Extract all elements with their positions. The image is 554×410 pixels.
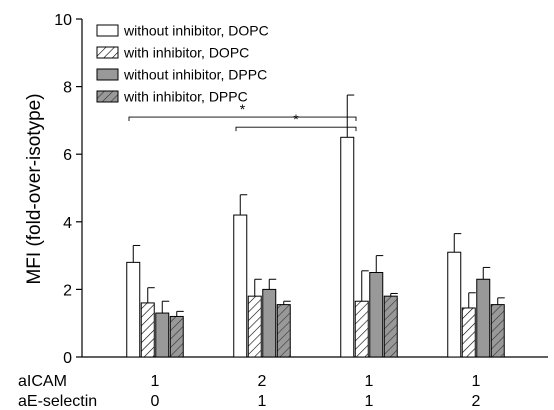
significance-bracket	[235, 126, 357, 132]
x-category-label: 1	[258, 393, 267, 410]
bar	[140, 302, 155, 358]
bar	[383, 295, 398, 358]
legend-swatch	[96, 90, 119, 103]
legend-swatch	[96, 24, 119, 37]
legend-label: without inhibitor, DPPC	[123, 67, 267, 83]
bar	[276, 304, 291, 358]
y-tick-label: 8	[63, 80, 72, 97]
plot-area: 0246810aICAM12110aE-selectin01121**witho…	[18, 12, 548, 410]
bar	[490, 304, 505, 358]
legend-label: without inhibitor, DOPC	[123, 23, 269, 39]
legend: without inhibitor, DOPC with inhibitor, D…	[96, 23, 269, 105]
x-row-label: aE-selectin	[18, 393, 97, 410]
significance-marker: *	[293, 111, 299, 127]
y-tick-label: 2	[63, 282, 72, 299]
x-category-label: 1	[472, 373, 481, 390]
bar	[262, 288, 277, 358]
x-category-label: 1	[365, 393, 374, 410]
bar	[233, 214, 248, 358]
bar	[126, 261, 141, 358]
legend-label: with inhibitor, DOPC	[123, 45, 249, 61]
x-category-label: 2	[258, 373, 267, 390]
y-axis-label: MFI (fold-over-isotype)	[24, 93, 45, 284]
bar	[354, 300, 369, 358]
significance-marker: *	[240, 101, 246, 117]
x-category-label: 1	[151, 373, 160, 390]
legend-label: with inhibitor, DPPC	[123, 89, 248, 105]
x-category-label: 1	[365, 373, 374, 390]
legend-swatch	[96, 46, 119, 59]
y-tick-label: 4	[63, 215, 72, 232]
bar	[340, 136, 355, 358]
bar	[155, 312, 170, 358]
bar	[476, 278, 491, 358]
x-category-label: 0	[151, 393, 160, 410]
bar	[447, 251, 462, 358]
legend-swatch	[96, 68, 119, 81]
y-tick-label: 0	[63, 350, 72, 367]
y-tick-label: 10	[54, 12, 72, 29]
x-category-label: 2	[472, 393, 481, 410]
bar	[369, 272, 384, 358]
bar	[461, 307, 476, 358]
y-tick-label: 6	[63, 147, 72, 164]
bar	[247, 295, 262, 358]
significance-bracket	[128, 116, 357, 122]
x-row-label: aICAM	[18, 373, 67, 390]
bar	[169, 315, 184, 358]
